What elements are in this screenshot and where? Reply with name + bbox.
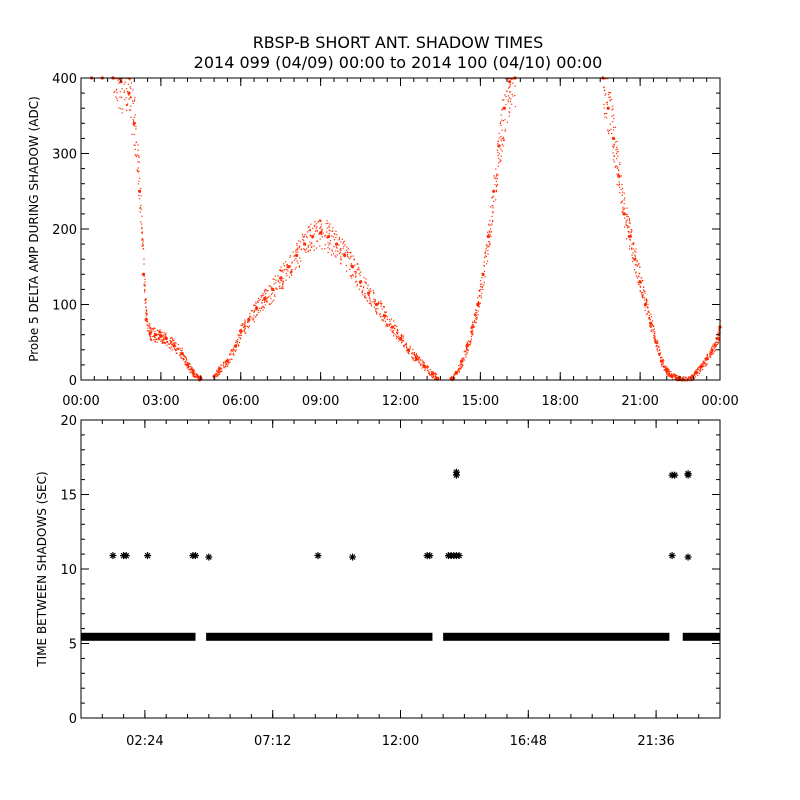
data-point <box>633 257 637 261</box>
data-point <box>205 553 213 561</box>
y-tick-label: 0 <box>69 712 77 727</box>
data-point <box>342 253 347 258</box>
y-tick-label: 15 <box>60 489 77 504</box>
data-point <box>668 552 676 560</box>
data-point <box>109 552 117 560</box>
data-point <box>191 552 199 560</box>
chart-title-line2: 2014 099 (04/09) 00:00 to 2014 100 (04/1… <box>194 53 603 72</box>
data-point <box>497 144 501 148</box>
data-point <box>350 265 355 269</box>
y-tick-label: 400 <box>52 72 77 87</box>
baseline-point-band <box>682 632 720 641</box>
data-point <box>349 553 357 561</box>
top-panel-points <box>90 76 722 382</box>
data-point <box>606 106 610 110</box>
x-tick-label: 16:48 <box>510 734 547 749</box>
data-point <box>263 296 267 301</box>
point-cloud <box>112 78 722 382</box>
y-tick-label: 20 <box>60 414 77 429</box>
data-point <box>684 470 692 478</box>
data-point <box>132 121 136 125</box>
x-tick-label: 03:00 <box>142 394 179 409</box>
bottom-panel-points <box>81 468 720 641</box>
data-point <box>141 272 146 276</box>
data-point <box>502 106 506 110</box>
x-tick-label: 15:00 <box>462 394 499 409</box>
data-point <box>671 471 679 479</box>
x-tick-label: 21:36 <box>637 734 674 749</box>
x-tick-label: 00:00 <box>62 394 99 409</box>
data-point <box>271 287 275 291</box>
data-point <box>127 91 131 95</box>
baseline-point-band <box>443 632 670 641</box>
data-point <box>311 234 315 239</box>
top-panel-ticks: 00:00 03:00 06:00 09:00 12:00 15:00 18:00 21:00… <box>52 72 739 409</box>
data-point <box>247 318 251 322</box>
x-tick-label: 09:00 <box>302 394 339 409</box>
data-point <box>144 552 152 560</box>
data-point <box>452 468 460 476</box>
x-tick-label: 12:00 <box>382 394 419 409</box>
y-tick-label: 200 <box>52 223 77 238</box>
y-tick-label: 5 <box>69 638 77 653</box>
y-tick-label: 100 <box>52 299 77 314</box>
x-tick-label: 12:00 <box>382 734 419 749</box>
data-point <box>314 552 322 560</box>
x-tick-label: 07:12 <box>254 734 291 749</box>
data-point <box>335 242 339 246</box>
data-point <box>137 189 142 193</box>
y-tick-label: 0 <box>69 374 77 389</box>
data-point <box>287 265 291 269</box>
bottom-panel: 02:24 07:12 12:00 16:48 21:36 0 5 10 15 20 TIME B… <box>35 414 721 749</box>
data-point <box>684 553 692 561</box>
data-point <box>374 302 379 307</box>
data-point <box>470 325 474 329</box>
x-tick-label: 02:24 <box>126 734 163 749</box>
y-tick-label: 10 <box>60 563 77 578</box>
bottom-panel-y-axis-label: TIME BETWEEN SHADOWS (SEC) <box>35 471 49 667</box>
bottom-panel-ticks: 02:24 07:12 12:00 16:48 21:36 0 5 10 15 20 <box>60 414 721 749</box>
data-point <box>426 552 434 560</box>
x-tick-label: 18:00 <box>542 394 579 409</box>
baseline-point-band <box>206 632 433 641</box>
x-tick-label: 00:00 <box>701 394 738 409</box>
chart-title-line1: RBSP-B SHORT ANT. SHADOW TIMES <box>253 33 544 52</box>
y-tick-label: 300 <box>52 148 77 163</box>
data-point <box>122 552 130 560</box>
baseline-point-band <box>81 632 196 641</box>
data-point <box>492 189 496 193</box>
top-panel: 00:00 03:00 06:00 09:00 12:00 15:00 18:00 21:00… <box>27 72 739 409</box>
bottom-panel-frame <box>80 419 721 719</box>
data-point <box>455 552 463 560</box>
x-tick-label: 06:00 <box>222 394 259 409</box>
top-panel-frame <box>80 77 721 381</box>
top-panel-y-axis-label: Probe 5 DELTA AMP DURING SHADOW (ADC) <box>27 96 41 362</box>
x-tick-label: 21:00 <box>621 394 658 409</box>
